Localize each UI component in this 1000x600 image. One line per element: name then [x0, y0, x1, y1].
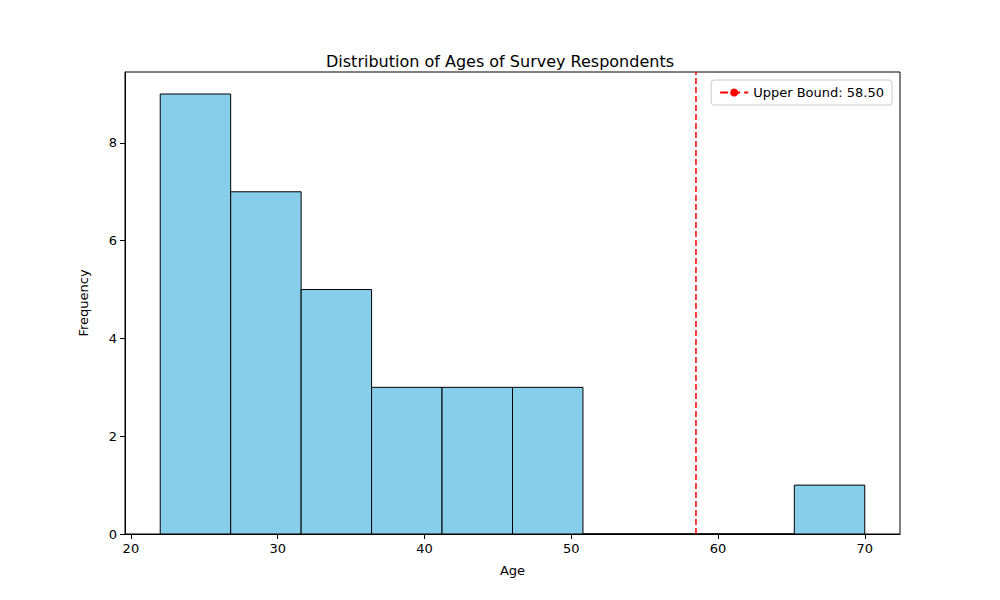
svg-text:30: 30 [269, 541, 286, 556]
svg-text:Age: Age [500, 563, 525, 578]
svg-text:40: 40 [416, 541, 433, 556]
svg-text:50: 50 [563, 541, 580, 556]
svg-text:20: 20 [123, 541, 140, 556]
svg-text:0: 0 [109, 527, 117, 542]
svg-text:8: 8 [109, 135, 117, 150]
svg-text:70: 70 [856, 541, 873, 556]
svg-text:Frequency: Frequency [76, 269, 91, 336]
svg-text:6: 6 [109, 233, 117, 248]
svg-text:Distribution of Ages of Survey: Distribution of Ages of Survey Responden… [326, 52, 674, 71]
svg-text:60: 60 [710, 541, 727, 556]
svg-text:2: 2 [109, 429, 117, 444]
svg-text:4: 4 [109, 331, 117, 346]
svg-text:Upper Bound: 58.50: Upper Bound: 58.50 [753, 85, 884, 100]
